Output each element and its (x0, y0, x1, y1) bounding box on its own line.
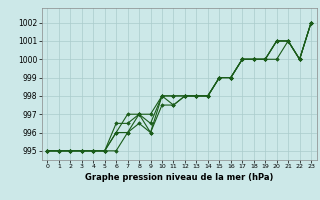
X-axis label: Graphe pression niveau de la mer (hPa): Graphe pression niveau de la mer (hPa) (85, 173, 273, 182)
